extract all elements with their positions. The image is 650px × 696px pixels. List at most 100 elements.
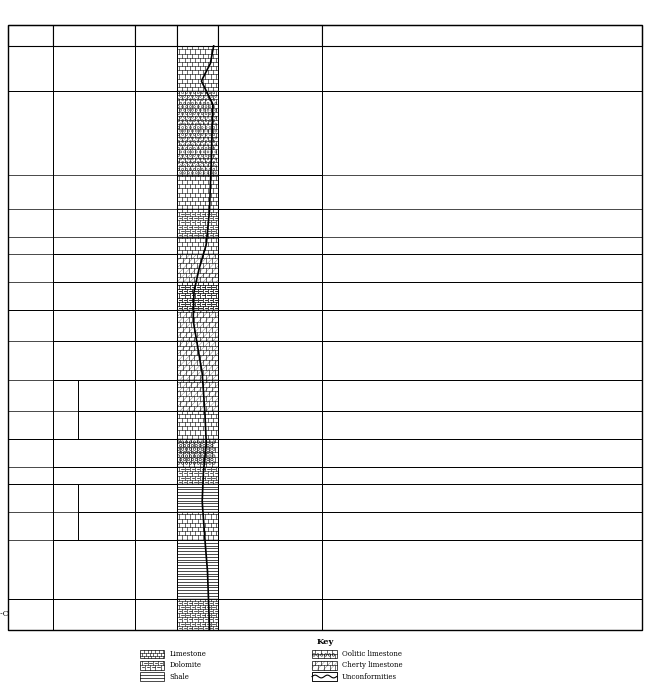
- Text: Remarks: Remarks: [463, 31, 501, 40]
- Text: Rocks of Fern
Glen age: Rocks of Fern Glen age: [60, 392, 71, 426]
- Text: unconformity: unconformity: [88, 429, 124, 434]
- Text: 0-90: 0-90: [148, 421, 164, 429]
- Bar: [218, 209, 322, 237]
- Bar: [8, 438, 53, 484]
- Text: Compton limestone: Compton limestone: [76, 519, 137, 524]
- Bar: [177, 255, 218, 283]
- Bar: [218, 25, 322, 46]
- Text: Limestone of Batesville age: Limestone of Batesville age: [51, 59, 138, 64]
- Bar: [322, 438, 642, 466]
- Bar: [177, 438, 218, 466]
- Bar: [218, 46, 322, 91]
- Bar: [140, 650, 164, 658]
- Text: Very silty greenish calcareous shale. In Chou-
teau area is very cherty impure l: Very silty greenish calcareous shale. In…: [222, 489, 349, 506]
- Text: Oolitic limestone: Oolitic limestone: [342, 650, 402, 658]
- Bar: [177, 484, 218, 512]
- Text: 0-120: 0-120: [146, 449, 166, 457]
- Bar: [322, 539, 642, 599]
- Text: Contains fossils of Spergen, St. Louis, and
possibly Ste. Genevieve age.  The Sp: Contains fossils of Spergen, St. Louis, …: [326, 153, 439, 193]
- Bar: [218, 438, 322, 466]
- Text: Gray limestone with even tex-
tured gray and white opaque chert. Ex-
tremely che: Gray limestone with even tex- tured gray…: [222, 349, 343, 372]
- Bar: [218, 599, 322, 630]
- Text: 0-22: 0-22: [148, 471, 164, 480]
- Bar: [177, 237, 218, 255]
- Bar: [218, 411, 322, 438]
- Text: Osage or
Kinderhook: Osage or Kinderhook: [8, 452, 53, 470]
- Bar: [312, 650, 337, 658]
- Bar: [135, 310, 177, 341]
- Bar: [177, 91, 218, 175]
- Text: 0-50: 0-50: [148, 65, 164, 72]
- Text: Reeds Spring limestone: Reeds Spring limestone: [69, 393, 144, 397]
- Bar: [322, 379, 642, 411]
- Bar: [53, 25, 135, 46]
- Text: 0-165: 0-165: [146, 356, 166, 365]
- Bar: [177, 512, 218, 539]
- Bar: [177, 283, 218, 310]
- Bar: [135, 539, 177, 599]
- Bar: [53, 466, 135, 484]
- Bar: [135, 283, 177, 310]
- Bar: [53, 341, 135, 379]
- Bar: [53, 438, 135, 466]
- Bar: [135, 341, 177, 379]
- Bar: [140, 672, 164, 681]
- Text: Deposited in basin eroded in Osage and older
rocks.: Deposited in basin eroded in Osage and o…: [326, 291, 448, 301]
- Text: Occurs in southeastern Kansas. Included in
lower part of Chouteau limestone.: Occurs in southeastern Kansas. Included …: [326, 520, 441, 531]
- Bar: [218, 341, 322, 379]
- Text: Pre-Chattanooga rocks: Pre-Chattanooga rocks: [0, 610, 75, 618]
- Text: Watchorn formation: Watchorn formation: [58, 169, 130, 177]
- Text: Non-cherty fine textured limestone. In Chou-
teau area becomes slightly cherty.: Non-cherty fine textured limestone. In C…: [222, 520, 346, 531]
- Bar: [177, 379, 218, 411]
- Text: 0-464: 0-464: [146, 292, 166, 300]
- Bar: [177, 411, 218, 438]
- Bar: [177, 91, 218, 175]
- Bar: [218, 237, 322, 255]
- Bar: [177, 237, 218, 255]
- Text: Mostly dolomite and limestone.: Mostly dolomite and limestone.: [222, 612, 309, 617]
- Bar: [53, 283, 135, 310]
- Bar: [53, 91, 135, 255]
- Bar: [322, 46, 642, 91]
- Bar: [53, 484, 78, 539]
- Bar: [312, 672, 337, 681]
- Text: Chester: Chester: [16, 65, 46, 72]
- Bar: [53, 379, 78, 438]
- Bar: [177, 539, 218, 599]
- Bar: [53, 46, 135, 91]
- Bar: [177, 209, 218, 237]
- Text: unconformity: unconformity: [77, 330, 112, 335]
- Bar: [8, 310, 53, 438]
- Bar: [8, 484, 53, 599]
- Bar: [218, 466, 322, 484]
- Text: Occurs only in extreme southeastern Kansas; un-
conformable above Warsaw limesto: Occurs only in extreme southeastern Kans…: [326, 57, 457, 80]
- Bar: [177, 341, 218, 379]
- Bar: [177, 310, 218, 341]
- Bar: [322, 283, 642, 310]
- Bar: [177, 209, 218, 237]
- Bar: [312, 650, 337, 658]
- Text: Non-cherty limestone.: Non-cherty limestone.: [222, 244, 283, 248]
- Text: Occurs in southeastern Kansas but grades north-
ward into upper part of Chouteau: Occurs in southeastern Kansas but grades…: [326, 492, 457, 503]
- Text: Lithologic Character: Lithologic Character: [226, 31, 314, 40]
- Text: Non-cherty white limestone with interbedded
oolitic limestone and lithographic l: Non-cherty white limestone with interbed…: [222, 142, 348, 159]
- Bar: [218, 512, 322, 539]
- Text: Columnar Section: Columnar Section: [159, 31, 236, 40]
- Text: Thickness
In Feet: Thickness In Feet: [134, 27, 178, 44]
- Bar: [140, 661, 164, 670]
- Text: Unconformities: Unconformities: [342, 672, 397, 681]
- Bar: [312, 661, 337, 670]
- Text: 0-75: 0-75: [148, 264, 164, 272]
- Bar: [312, 672, 337, 681]
- Bar: [322, 341, 642, 379]
- Text: Cowley formation: Cowley formation: [66, 290, 122, 294]
- Text: White limestone with rough and pitted
chert and cotton rock. Contains oolitic
li: White limestone with rough and pitted ch…: [222, 317, 330, 334]
- Bar: [135, 25, 177, 46]
- Bar: [177, 379, 218, 411]
- Text: Non-cherty dolomite or dolomitic limestone.: Non-cherty dolomite or dolomitic limesto…: [222, 221, 344, 226]
- Bar: [312, 661, 337, 670]
- Bar: [135, 438, 177, 466]
- Bar: [177, 46, 218, 91]
- Bar: [322, 25, 642, 46]
- Bar: [177, 466, 218, 484]
